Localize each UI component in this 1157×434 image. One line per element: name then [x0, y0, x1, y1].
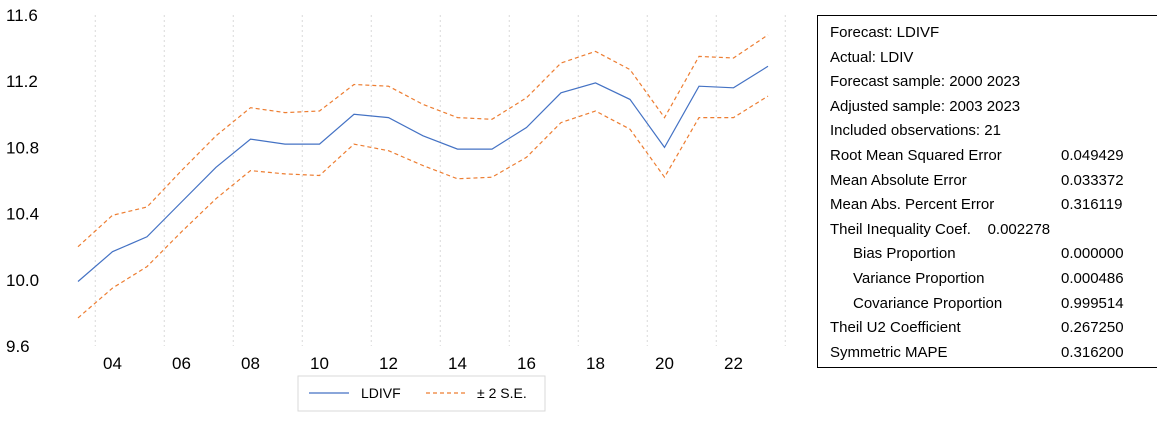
x-tick-label: 06 [172, 354, 191, 373]
stats-label: Mean Absolute Error [830, 171, 967, 189]
stats-label: Covariance Proportion [853, 294, 1003, 312]
forecast-statistics-panel: Forecast: LDIVF Actual: LDIV Forecast samp… [817, 15, 1157, 368]
stats-value: 0.267250 [1061, 319, 1124, 337]
stats-row: Root Mean Squared Error 0.049429 [818, 144, 1157, 167]
x-tick-label: 12 [379, 354, 398, 373]
stats-row: Forecast: LDIVF [818, 21, 1157, 44]
chart-series [77, 34, 769, 319]
stats-label: Actual: LDIV [830, 48, 914, 66]
stats-label: Variance Proportion [853, 270, 985, 287]
stats-row: Theil U2 Coefficient 0.267250 [818, 316, 1157, 339]
y-tick-label: 9.6 [6, 337, 30, 356]
stats-value: 0.049429 [1061, 147, 1124, 164]
legend-label-se: ± 2 S.E. [477, 385, 527, 401]
stats-value: 0.316119 [1061, 196, 1123, 214]
stats-label: Forecast sample: 2000 2023 [830, 73, 1021, 91]
stats-label: Theil Inequality Coef. 0.002278 [830, 220, 1051, 238]
stats-label: Theil U2 Coefficient [830, 319, 961, 337]
legend: LDIVF ± 2 S.E. [297, 375, 546, 412]
chart-grid [94, 15, 786, 346]
y-axis-ticks: 11.6 11.2 10.8 10.4 10.0 9.6 [6, 6, 39, 356]
stats-label: Adjusted sample: 2003 2023 [830, 97, 1021, 115]
x-tick-label: 04 [103, 354, 122, 373]
y-tick-label: 10.8 [6, 138, 39, 157]
x-axis-ticks: 04 06 08 10 12 14 16 18 20 22 [103, 354, 743, 373]
series-line-lower-se [77, 95, 769, 319]
stats-label: Included observations: 21 [830, 122, 1001, 140]
stats-value: 0.033372 [1061, 171, 1124, 189]
stats-row: Covariance Proportion 0.999514 [818, 292, 1157, 315]
x-tick-label: 14 [448, 354, 467, 373]
stats-label: Mean Abs. Percent Error [830, 196, 995, 214]
stats-row: Forecast sample: 2000 2023 [818, 70, 1157, 93]
x-tick-label: 22 [724, 354, 743, 373]
forecast-chart: 11.6 11.2 10.8 10.4 10.0 9.6 04 06 08 10 12 14 16 18… [6, 6, 786, 412]
y-tick-label: 10.0 [6, 271, 39, 290]
stats-label: Symmetric MAPE [830, 343, 948, 361]
stats-value: 0.316200 [1061, 343, 1124, 361]
x-tick-label: 16 [517, 354, 536, 373]
stats-row: Actual: LDIV [818, 46, 1157, 69]
series-line-ldivf [77, 65, 769, 282]
x-tick-label: 08 [241, 354, 260, 373]
stats-row: Symmetric MAPE 0.316200 [818, 341, 1157, 364]
series-line-upper-se [77, 34, 769, 248]
stats-label: Root Mean Squared Error [830, 147, 1002, 164]
stats-row: Theil Inequality Coef. 0.002278 [818, 218, 1157, 241]
stats-row: Adjusted sample: 2003 2023 [818, 95, 1157, 118]
stats-row: Mean Absolute Error 0.033372 [818, 169, 1157, 192]
stats-value: 0.000486 [1061, 270, 1124, 287]
stats-label: Forecast: LDIVF [830, 24, 940, 41]
y-tick-label: 10.4 [6, 205, 39, 224]
legend-label-ldivf: LDIVF [361, 385, 401, 401]
stats-label: Bias Proportion [853, 245, 956, 263]
y-tick-label: 11.6 [6, 6, 38, 25]
x-tick-label: 10 [310, 354, 329, 373]
stats-value: 0.999514 [1061, 294, 1124, 312]
stats-row: Mean Abs. Percent Error 0.316119 [818, 193, 1157, 216]
stats-value: 0.000000 [1061, 245, 1124, 263]
stats-row: Included observations: 21 [818, 119, 1157, 142]
y-tick-label: 11.2 [6, 72, 38, 91]
x-tick-label: 18 [586, 354, 605, 373]
stats-row: Bias Proportion 0.000000 [818, 242, 1157, 265]
x-tick-label: 20 [655, 354, 674, 373]
stats-row: Variance Proportion 0.000486 [818, 267, 1157, 290]
